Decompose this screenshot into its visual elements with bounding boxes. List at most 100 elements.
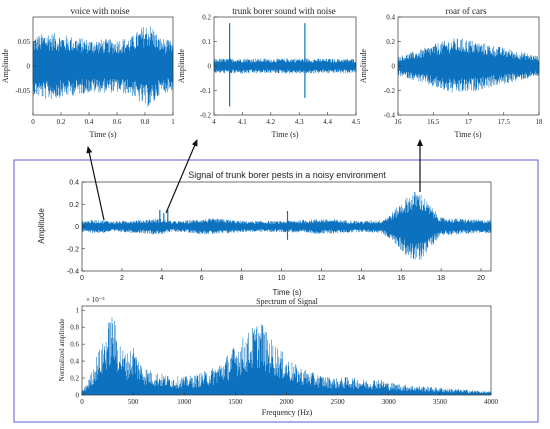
x-tick-label: 20	[477, 275, 485, 282]
y-tick-label: -0.4	[67, 269, 79, 276]
signal-trace	[32, 26, 174, 108]
y-exponent-label: × 10⁻³	[86, 296, 105, 304]
y-tick-label: 0	[76, 392, 80, 400]
y-tick-label: -0.05	[15, 87, 30, 95]
waveform	[213, 58, 357, 74]
x-tick-label: 4.1	[238, 118, 247, 126]
x-tick-label: 4	[160, 275, 164, 282]
x-ticks: 16 16.5 17 17.5 18	[395, 112, 544, 126]
arrow-to-borer	[165, 139, 198, 214]
x-tick-label: 4.3	[295, 118, 304, 126]
x-tick-label: 0.8	[141, 118, 150, 126]
x-tick-label: 12	[318, 275, 326, 282]
y-tick-label: 0	[75, 224, 79, 231]
y-tick-label: 0.1	[202, 38, 211, 46]
main-group-frame	[13, 159, 539, 423]
x-tick-label: 0.2	[57, 118, 66, 126]
y-axis-label: Amplitude	[1, 48, 10, 83]
x-tick-label: 6	[200, 275, 204, 282]
x-tick-label: 0	[80, 275, 84, 282]
x-tick-label: 4	[212, 118, 216, 126]
y-ticks: 0 0.2 0.4 0.6 0.8 1	[70, 307, 85, 400]
waveform	[32, 26, 174, 108]
x-ticks: 0 2 4 6 8 10 12 14 16 18 20	[80, 268, 485, 282]
waveform	[81, 191, 492, 260]
x-tick-label: 2500	[331, 398, 346, 406]
y-tick-label: 1	[76, 307, 80, 315]
chart-title: roar of cars	[446, 6, 487, 16]
y-tick-label: -0.1	[200, 87, 212, 95]
x-tick-label: 0.6	[113, 118, 122, 126]
chart-trunk-borer-sound: trunk borer sound with noise 4 4.1 4.2 4.3 4…	[177, 6, 361, 139]
y-tick-label: 0	[27, 63, 31, 71]
y-tick-label: -0.2	[384, 87, 396, 95]
x-tick-label: 2000	[280, 398, 295, 406]
x-tick-label: 1	[171, 118, 175, 126]
x-tick-label: 18	[536, 118, 544, 126]
y-tick-label: 0.6	[70, 341, 79, 349]
x-tick-label: 0	[31, 118, 35, 126]
signal-trace	[213, 23, 357, 107]
y-axis-label: Amplitude	[359, 48, 368, 83]
x-tick-label: 10	[278, 275, 286, 282]
x-axis-label: Time (s)	[89, 130, 116, 139]
y-tick-label: 0.05	[18, 38, 31, 46]
chart-title: voice with noise	[71, 6, 130, 16]
x-tick-label: 16	[397, 275, 405, 282]
x-ticks: 0 500 1000 1500 2000 2500 3000 3500 4000	[80, 392, 499, 406]
y-ticks: -0.4 -0.2 0 0.2 0.4	[384, 14, 401, 120]
chart-title: Signal of trunk borer pests in a noisy e…	[188, 170, 386, 180]
x-tick-label: 1500	[228, 398, 243, 406]
x-tick-label: 4.5	[352, 118, 361, 126]
spectrum-bars	[81, 317, 492, 395]
y-tick-label: 0.2	[69, 202, 79, 209]
spectrum-trace	[81, 317, 492, 395]
x-tick-label: 3500	[433, 398, 448, 406]
y-tick-label: 0.2	[202, 14, 211, 22]
y-ticks: -0.2 -0.1 0 0.1 0.2	[200, 14, 217, 120]
arrow-to-voice	[86, 146, 105, 221]
y-tick-label: 0.8	[70, 324, 79, 332]
y-tick-label: 0.4	[386, 14, 395, 22]
x-tick-label: 500	[128, 398, 139, 406]
chart-roar-of-cars: roar of cars 16 16.5 17 17.5 18 -0.4 -0.2 0 0.2…	[359, 6, 543, 139]
y-tick-label: 0.4	[70, 358, 79, 366]
y-tick-label: 0.4	[69, 180, 79, 187]
y-axis-label: Amplitude	[177, 48, 186, 83]
x-ticks: 0 0.2 0.4 0.6 0.8 1	[31, 112, 175, 126]
x-tick-label: 3000	[382, 398, 397, 406]
x-tick-label: 4.2	[266, 118, 275, 126]
x-tick-label: 1000	[177, 398, 192, 406]
y-tick-label: 0.2	[70, 375, 79, 383]
callout-arrows	[86, 139, 423, 221]
x-tick-label: 18	[437, 275, 445, 282]
x-tick-label: 4.4	[323, 118, 332, 126]
y-tick-label: 0	[208, 63, 212, 71]
signal-trace	[81, 191, 492, 260]
y-axis-label: Normalized amplitude	[58, 319, 66, 382]
waveform	[397, 38, 540, 93]
x-tick-label: 17	[465, 118, 473, 126]
x-tick-label: 17.5	[498, 118, 511, 126]
x-axis-label: Frequency (Hz)	[262, 408, 313, 417]
y-tick-label: 0.2	[386, 38, 395, 46]
y-ticks: -0.4 -0.2 0 0.2 0.4	[67, 180, 85, 276]
chart-title: Spectrum of Signal	[256, 297, 319, 306]
x-tick-label: 2	[120, 275, 124, 282]
x-tick-label: 8	[240, 275, 244, 282]
x-axis-label: Time (s)	[454, 130, 481, 139]
chart-title: trunk borer sound with noise	[232, 6, 336, 16]
y-tick-label: -0.4	[384, 112, 396, 120]
x-tick-label: 14	[357, 275, 365, 282]
x-tick-label: 16	[395, 118, 403, 126]
chart-spectrum: Spectrum of Signal × 10⁻³ 0 500 1000 1500 20…	[58, 296, 499, 417]
chart-main-signal: Signal of trunk borer pests in a noisy e…	[37, 170, 492, 297]
y-ticks: -0.05 0 0.05	[15, 38, 36, 95]
y-tick-label: -0.2	[67, 246, 79, 253]
y-tick-label: 0	[392, 63, 396, 71]
x-tick-label: 4000	[484, 398, 499, 406]
x-tick-label: 0.4	[85, 118, 94, 126]
x-ticks: 4 4.1 4.2 4.3 4.4 4.5	[212, 112, 361, 126]
chart-voice-with-noise: voice with noise 0 0.2 0.4 0.6 0.8 1 -0.05 0 0.…	[1, 6, 175, 139]
